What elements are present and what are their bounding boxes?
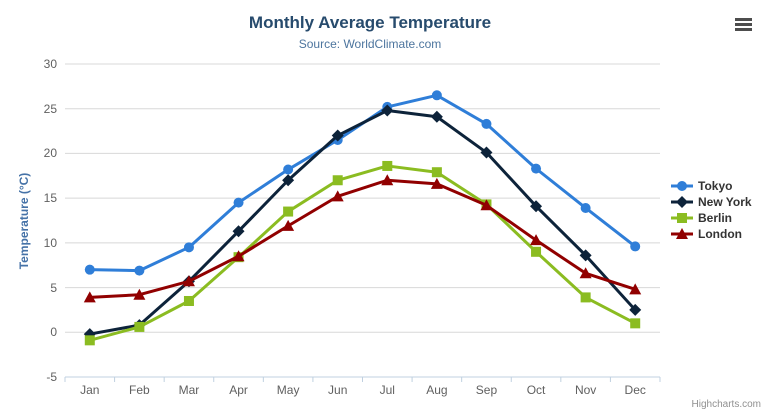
marker-circle[interactable] (183, 242, 194, 253)
hamburger-bar (735, 23, 752, 26)
marker-triangle[interactable] (579, 267, 592, 279)
marker-circle[interactable] (431, 90, 442, 101)
marker-square[interactable] (332, 175, 343, 186)
y-axis-label: 25 (43, 101, 57, 116)
marker-triangle[interactable] (232, 250, 245, 262)
marker-circle[interactable] (531, 163, 542, 174)
marker-circle[interactable] (580, 202, 591, 213)
y-axis-label: 5 (50, 280, 57, 295)
marker-triangle[interactable] (381, 174, 394, 186)
marker-square[interactable] (580, 292, 591, 303)
legend-marker-square (677, 213, 687, 223)
marker-square[interactable] (183, 295, 194, 306)
marker-square[interactable] (382, 160, 393, 171)
chart-title: Monthly Average Temperature (248, 13, 492, 32)
x-axis-label: Aug (426, 383, 448, 397)
y-axis-title: Temperature (°C) (17, 172, 31, 270)
hamburger-icon[interactable] (733, 16, 754, 33)
series-berlin (84, 160, 641, 346)
series-line-london (88, 178, 637, 299)
y-axis-label: 10 (43, 235, 57, 250)
marker-diamond[interactable] (282, 174, 295, 187)
marker-square[interactable] (531, 246, 542, 257)
legend-marker-triangle (676, 228, 688, 239)
marker-diamond[interactable] (629, 303, 642, 316)
legend-label-berlin: Berlin (698, 211, 733, 225)
marker-triangle[interactable] (530, 234, 543, 246)
x-axis-label: May (276, 383, 300, 397)
x-axis-label: Dec (624, 383, 646, 397)
legend-item-berlin[interactable]: Berlin (671, 210, 752, 226)
legend-symbol-square-icon (671, 213, 693, 223)
marker-diamond[interactable] (480, 146, 493, 159)
marker-square[interactable] (431, 167, 442, 178)
x-axis-label: Jan (80, 383, 100, 397)
legend-symbol-triangle-icon (671, 228, 693, 239)
marker-triangle[interactable] (182, 275, 195, 287)
marker-triangle[interactable] (83, 291, 96, 303)
marker-circle[interactable] (283, 164, 294, 175)
y-axis-label: 30 (43, 57, 57, 71)
y-axis-label: 20 (43, 146, 57, 161)
marker-square[interactable] (283, 206, 294, 217)
credits-link[interactable]: Highcharts.com (691, 399, 761, 410)
x-axis-label: Nov (574, 383, 597, 397)
x-axis-label: Oct (526, 383, 546, 397)
legend-item-tokyo[interactable]: Tokyo (671, 178, 752, 194)
x-axis-label: Apr (229, 383, 248, 397)
marker-square[interactable] (630, 318, 641, 329)
x-axis-label: Jul (379, 383, 395, 397)
series-london (83, 174, 642, 303)
marker-circle[interactable] (84, 264, 95, 275)
x-axis-label: Jun (328, 383, 348, 397)
chart-subtitle: Source: WorldClimate.com (298, 37, 442, 51)
legend-symbol-circle-icon (671, 181, 693, 191)
legend-label-tokyo: Tokyo (698, 179, 733, 193)
series-line-berlin (88, 164, 637, 342)
marker-triangle[interactable] (430, 177, 443, 189)
legend: Tokyo New York Berlin London (671, 178, 752, 242)
marker-diamond[interactable] (430, 110, 443, 123)
series-tokyo (84, 90, 641, 276)
hamburger-bar (735, 18, 752, 21)
marker-square[interactable] (84, 335, 95, 346)
hamburger-bar (735, 28, 752, 31)
y-axis-label: 0 (50, 325, 57, 340)
marker-circle[interactable] (134, 265, 145, 276)
marker-triangle[interactable] (480, 199, 493, 211)
marker-triangle[interactable] (282, 219, 295, 231)
marker-triangle[interactable] (629, 283, 642, 295)
legend-item-london[interactable]: London (671, 226, 752, 242)
marker-square[interactable] (134, 321, 145, 332)
marker-triangle[interactable] (133, 288, 146, 300)
y-axis-label: 15 (43, 191, 57, 206)
legend-marker-circle (677, 181, 687, 191)
y-axis-label: -5 (46, 370, 57, 384)
marker-triangle[interactable] (331, 190, 344, 202)
legend-symbol-diamond-icon (671, 196, 693, 208)
series-new-york (83, 104, 642, 341)
x-axis-label: Sep (475, 383, 498, 397)
x-axis-label: Feb (129, 383, 150, 397)
marker-diamond[interactable] (232, 225, 245, 238)
x-axis-label: Mar (178, 383, 200, 397)
legend-label-london: London (698, 227, 742, 241)
series-line-new-york (88, 109, 637, 336)
legend-marker-diamond (676, 196, 688, 208)
marker-diamond[interactable] (331, 129, 344, 142)
marker-diamond[interactable] (381, 104, 394, 117)
marker-circle[interactable] (630, 241, 641, 252)
marker-diamond[interactable] (530, 200, 543, 213)
marker-diamond[interactable] (579, 249, 592, 262)
legend-item-new-york[interactable]: New York (671, 194, 752, 210)
marker-circle[interactable] (481, 118, 492, 129)
marker-circle[interactable] (233, 197, 244, 208)
legend-label-new-york: New York (698, 195, 752, 209)
